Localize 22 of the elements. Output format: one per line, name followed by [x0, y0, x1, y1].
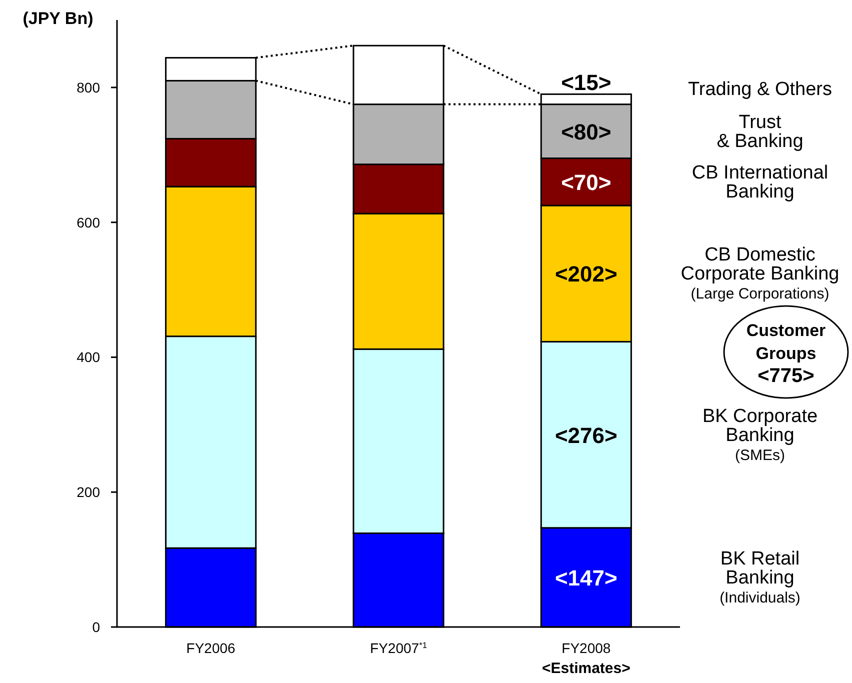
x-tick-label: FY2006 — [186, 640, 236, 656]
y-axis-title: (JPY Bn) — [22, 9, 94, 28]
data-label: <202> — [554, 262, 618, 287]
data-label: <70> — [561, 170, 612, 195]
data-label: <80> — [561, 119, 612, 144]
text: CB Domestic Corporate Banking (Large Corporations) — [680, 244, 840, 303]
text: BK Corporate Banking (SMEs) — [702, 406, 818, 464]
text: Customer Groups <775> — [746, 321, 826, 387]
y-tick-label: 200 — [76, 484, 100, 500]
text: CB International Banking — [692, 162, 828, 202]
text: BK Retail Banking (Individuals) — [720, 548, 800, 606]
y-tick-label: 0 — [92, 619, 100, 635]
x-tick-label: FY2008 <Estimates> — [542, 640, 631, 677]
x-tick-label: FY2007$^{*1}$ — [370, 640, 428, 656]
y-tick-label: 800 — [76, 79, 100, 96]
data-label: <15> — [561, 70, 612, 96]
text: Trading & Others — [688, 79, 832, 100]
y-tick-label: 600 — [76, 214, 100, 230]
text: Trust & Banking — [716, 112, 804, 152]
y-tick-label: 400 — [76, 349, 100, 366]
data-label: <147> — [554, 565, 618, 590]
data-label: <276> — [554, 422, 618, 448]
